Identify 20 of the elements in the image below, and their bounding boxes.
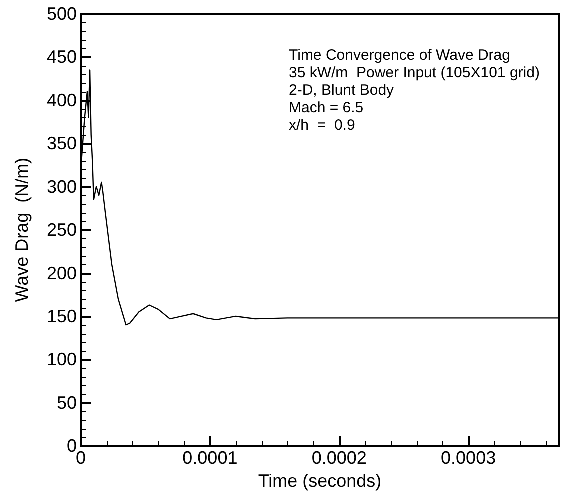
annotation: x/h = 0.9: [289, 117, 356, 134]
y-tick-label: 500: [46, 4, 77, 24]
y-tick-label: 400: [46, 90, 77, 110]
x-axis-title: Time (seconds): [258, 471, 382, 491]
annotation: 35 kW/m Power Input (105X101 grid): [289, 64, 540, 82]
x-tick-label: 0.0002: [312, 448, 367, 468]
y-tick-label: 300: [46, 176, 77, 197]
x-tick-label: 0.0001: [182, 448, 238, 468]
y-tick-label: 150: [46, 306, 77, 326]
y-axis-title: Wave Drag (N/m): [12, 158, 32, 302]
y-tick-label: 100: [46, 350, 77, 370]
y-tick-label: 50: [56, 392, 77, 413]
annotation: 2-D, Blunt Body: [289, 82, 395, 99]
y-tick-label: 250: [46, 220, 77, 240]
y-tick-label: 450: [46, 47, 77, 68]
x-tick-label: 0.0003: [441, 448, 496, 468]
y-tick-label: 350: [46, 134, 77, 154]
y-tick-label: 200: [46, 263, 77, 284]
text: Time Convergence of Wave Drag: [289, 47, 510, 64]
annotation: Mach = 6.5: [289, 100, 364, 116]
